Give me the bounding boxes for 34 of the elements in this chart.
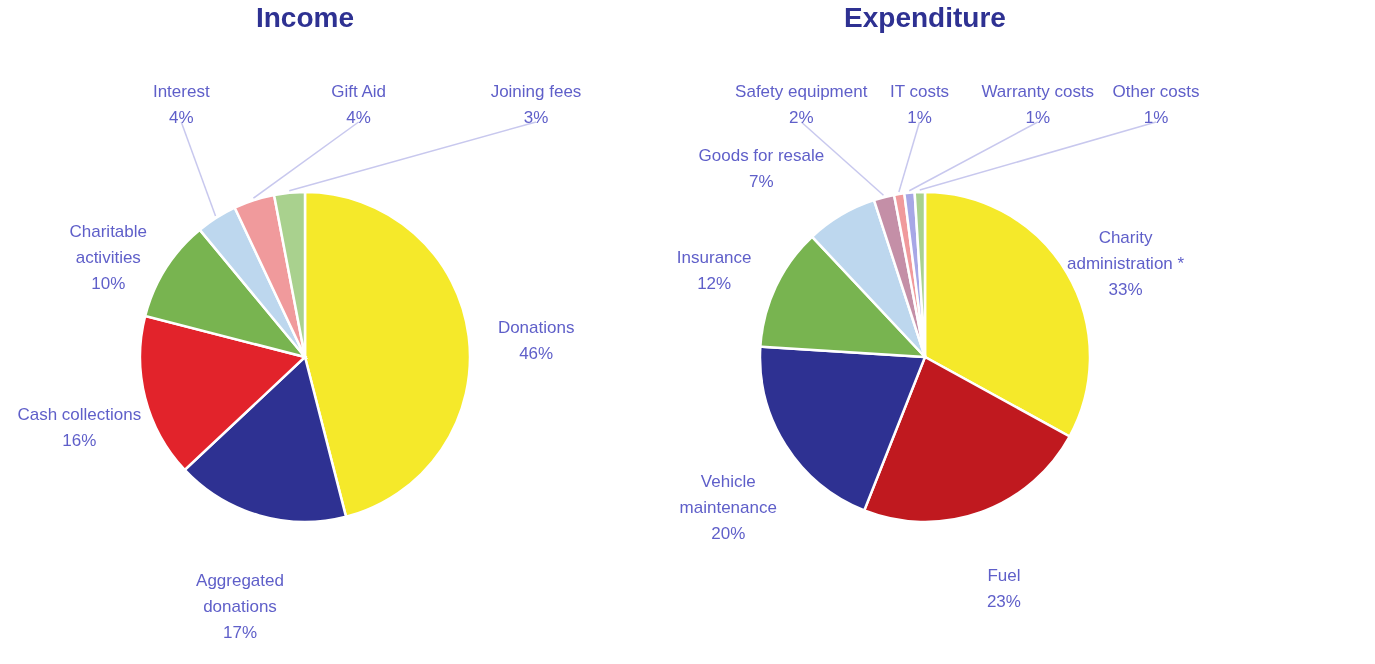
- slice-label: Fuel: [987, 566, 1021, 586]
- slice-label: Interest: [152, 82, 210, 101]
- slice-label: Aggregated donations: [196, 570, 284, 616]
- data-label: 10%: [91, 274, 126, 294]
- slice-label: Charity administration *: [1066, 228, 1185, 274]
- slice-label: Donations: [497, 317, 575, 337]
- chart-title: Expenditure: [844, 2, 1006, 33]
- slice-label: Other costs: [1112, 82, 1200, 101]
- data-label: 33%: [1108, 280, 1143, 300]
- data-label: 16%: [62, 430, 97, 450]
- slice-label: Insurance: [676, 247, 752, 267]
- data-label: 1%: [1025, 108, 1051, 127]
- data-label: 12%: [697, 273, 732, 293]
- slice-label: Safety equipment: [735, 82, 868, 101]
- data-label: 1%: [907, 108, 932, 127]
- slice-label: Gift Aid: [331, 82, 387, 101]
- slice-label: IT costs: [889, 82, 950, 101]
- data-label: 3%: [523, 108, 549, 127]
- slice-label: Joining fees: [490, 82, 582, 101]
- data-label: 4%: [346, 108, 371, 127]
- slice-label: Goods for resale: [698, 146, 825, 166]
- data-label: 7%: [749, 172, 774, 192]
- data-label: 1%: [1143, 108, 1169, 127]
- data-label: 46%: [519, 343, 554, 363]
- data-label: 20%: [711, 523, 746, 543]
- data-label: 2%: [788, 108, 814, 127]
- chart-title: Income: [255, 2, 355, 33]
- slice-label: Warranty costs: [981, 82, 1095, 101]
- slice-label: Vehicle maintenance: [679, 471, 777, 517]
- slice-label: Charitable activities: [69, 222, 148, 268]
- slice-label: Cash collections: [17, 404, 142, 424]
- data-label: 4%: [168, 108, 194, 127]
- data-label: 23%: [986, 592, 1021, 612]
- data-label: 17%: [222, 622, 258, 642]
